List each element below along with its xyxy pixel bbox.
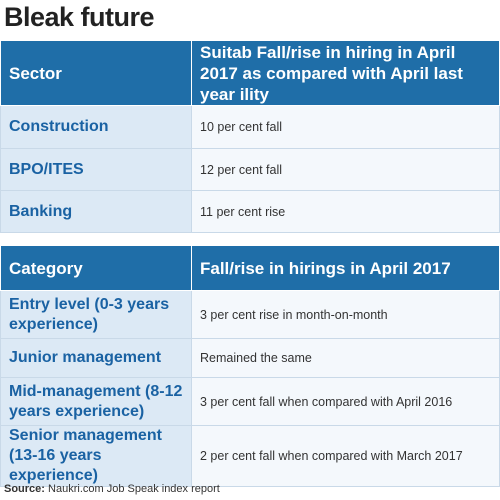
row: Banking 11 per cent rise	[0, 190, 500, 233]
source-label: Source:	[4, 483, 45, 495]
cell: Mid-management (8-12 years experience)	[0, 377, 192, 426]
cell: BPO/ITES	[0, 148, 192, 191]
cell: Senior management (13-16 years experienc…	[0, 425, 192, 487]
cell: 2 per cent fall when compared with March…	[191, 425, 500, 487]
cell: Construction	[0, 105, 192, 149]
source: Source: Naukri.com Job Speak index repor…	[4, 483, 220, 495]
cell: Entry level (0-3 years experience)	[0, 290, 192, 339]
sector-table: Sector Suitab Fall/rise in hiring in Apr…	[0, 40, 500, 233]
cell: Banking	[0, 190, 192, 233]
row: Junior management Remained the same	[0, 338, 500, 378]
row: Entry level (0-3 years experience) 3 per…	[0, 290, 500, 339]
cell: 12 per cent fall	[191, 148, 500, 191]
header-cell: Suitab Fall/rise in hiring in April 2017…	[191, 40, 500, 106]
cell: 10 per cent fall	[191, 105, 500, 149]
header-row: Category Fall/rise in hirings in April 2…	[0, 245, 500, 291]
source-text: Naukri.com Job Speak index report	[48, 483, 220, 495]
header-cell: Fall/rise in hirings in April 2017	[191, 245, 500, 291]
category-table: Category Fall/rise in hirings in April 2…	[0, 245, 500, 487]
cell: 3 per cent rise in month-on-month	[191, 290, 500, 339]
title: Bleak future	[4, 2, 155, 32]
row: BPO/ITES 12 per cent fall	[0, 148, 500, 191]
row: Mid-management (8-12 years experience) 3…	[0, 377, 500, 426]
cell: Junior management	[0, 338, 192, 378]
header-row: Sector Suitab Fall/rise in hiring in Apr…	[0, 40, 500, 106]
row: Construction 10 per cent fall	[0, 105, 500, 149]
row: Senior management (13-16 years experienc…	[0, 425, 500, 487]
header-cell: Category	[0, 245, 192, 291]
cell: Remained the same	[191, 338, 500, 378]
cell: 11 per cent rise	[191, 190, 500, 233]
header-cell: Sector	[0, 40, 192, 106]
cell: 3 per cent fall when compared with April…	[191, 377, 500, 426]
